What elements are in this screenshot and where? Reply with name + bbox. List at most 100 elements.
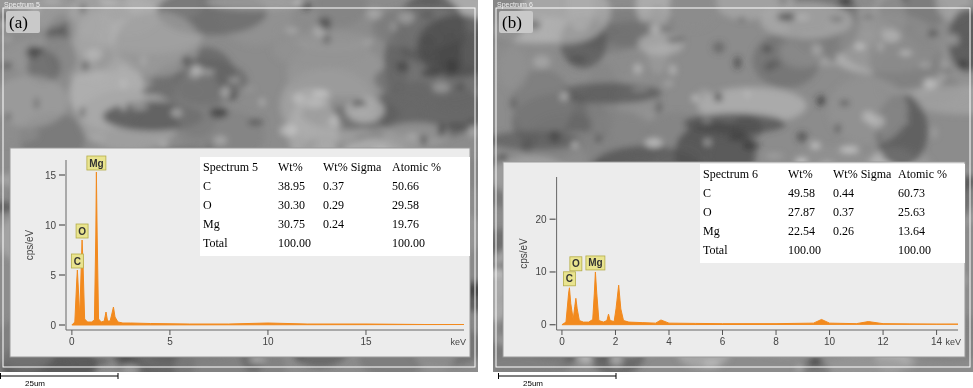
spectrum-title: Spectrum 6 <box>497 1 533 9</box>
sem-speck <box>221 87 231 99</box>
x-tick-label: 0 <box>559 336 565 347</box>
sem-speck <box>650 23 661 34</box>
table-cell: C <box>703 186 711 200</box>
sem-ground <box>493 0 973 372</box>
y-tick <box>59 224 65 225</box>
sem-grain <box>0 75 68 127</box>
sem-speck <box>520 141 533 152</box>
sem-speck <box>958 60 969 68</box>
sem-speck <box>99 0 118 4</box>
scale-bar <box>1 376 119 377</box>
y-axis-line <box>556 177 557 330</box>
sem-speck <box>131 103 149 110</box>
sem-speck <box>237 88 255 91</box>
sem-speck <box>861 14 874 19</box>
sem-speck <box>210 108 229 119</box>
table-cell: Total <box>203 236 228 250</box>
sem-speck <box>703 361 721 367</box>
x-tick-label: 10 <box>824 336 836 347</box>
sem-speck <box>423 37 434 46</box>
scale-bar-label: 25um <box>523 379 543 388</box>
table-header: Spectrum 5 <box>203 160 258 174</box>
y-axis-line <box>66 160 67 330</box>
sem-speck <box>447 60 458 72</box>
sem-speck <box>182 56 192 66</box>
y-tick-label: 0 <box>50 320 56 331</box>
sem-speck <box>510 97 517 109</box>
x-tick <box>668 330 669 335</box>
x-tick <box>776 330 777 335</box>
x-axis-line <box>66 330 464 331</box>
table-cell: 100.00 <box>788 243 821 257</box>
x-tick-label: 8 <box>773 336 779 347</box>
sem-speck <box>159 141 169 148</box>
sem-speck <box>664 81 673 87</box>
sem-speck <box>829 57 837 61</box>
sem-speck <box>124 358 139 361</box>
sem-speck <box>82 62 88 70</box>
table-cell: 0.29 <box>323 198 344 212</box>
x-tick <box>561 330 562 335</box>
sem-speck <box>432 82 450 92</box>
sem-speck <box>938 69 952 73</box>
sem-grain <box>417 15 478 78</box>
x-tick-label: 12 <box>878 336 890 347</box>
sem-speck <box>406 134 418 137</box>
sem-speck <box>766 60 781 68</box>
x-tick <box>365 330 366 335</box>
table-cell: 29.58 <box>392 198 419 212</box>
y-tick-label: 10 <box>535 266 547 277</box>
table-header: Wt% Sigma <box>323 160 382 174</box>
table-cell: O <box>203 198 212 212</box>
y-tick <box>59 274 65 275</box>
sem-grain <box>668 0 718 30</box>
scale-bar-label: 25um <box>25 379 45 388</box>
sem-speck <box>120 78 127 89</box>
sem-speck <box>247 119 264 126</box>
table-cell: 30.30 <box>278 198 305 212</box>
sem-speck <box>829 17 844 22</box>
sem-speck <box>436 23 449 35</box>
sem-speck <box>714 92 723 102</box>
sem-speck <box>840 146 860 152</box>
sem-speck <box>796 365 804 372</box>
sem-speck <box>397 11 414 24</box>
table-cell: O <box>703 205 712 219</box>
x-tick-label: 0 <box>69 336 75 347</box>
sem-speck <box>796 132 807 142</box>
sem-speck <box>499 155 507 162</box>
table-cell: 25.63 <box>898 205 925 219</box>
sem-image <box>0 0 478 372</box>
sem-speck <box>396 62 409 72</box>
sem-speck <box>647 113 653 117</box>
x-axis-title: keV <box>945 337 961 347</box>
table-cell: 22.54 <box>788 224 815 238</box>
sem-speck <box>878 41 883 51</box>
x-axis-title: keV <box>450 337 466 347</box>
y-tick-label: 15 <box>45 170 57 181</box>
sem-speck <box>780 0 787 4</box>
peak-label: C <box>566 273 573 284</box>
sem-speck <box>816 95 826 106</box>
y-tick-label: 10 <box>45 220 57 231</box>
table-cell: 38.95 <box>278 179 305 193</box>
table-cell: 49.58 <box>788 186 815 200</box>
sem-speck <box>656 101 663 114</box>
sem-speck <box>810 142 820 149</box>
sem-speck <box>811 44 822 57</box>
sem-speck <box>141 56 146 67</box>
spectrum-group <box>562 272 958 325</box>
x-tick-label: 5 <box>167 336 173 347</box>
spectrum-frame <box>496 8 970 367</box>
sem-grain <box>839 13 941 73</box>
y-tick-label: 20 <box>535 214 547 225</box>
sem-speck <box>776 0 794 4</box>
sem-speck <box>79 107 85 118</box>
sem-speck <box>923 78 940 88</box>
table-cell: 100.00 <box>898 243 931 257</box>
peak-label-box <box>570 257 582 271</box>
sem-speck <box>669 65 677 76</box>
sem-speck <box>704 139 711 146</box>
sem-speck <box>549 130 561 143</box>
sem-speck <box>703 118 712 123</box>
